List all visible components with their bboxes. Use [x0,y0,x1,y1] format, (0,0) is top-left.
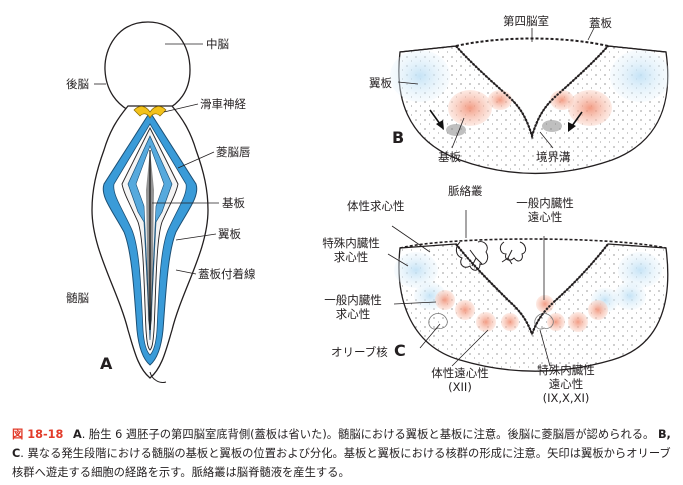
panel-c-section [387,210,669,372]
label-alar-plate-b: 翼板 [369,76,392,90]
label-roof-plate: 蓋板 [589,16,612,30]
label-choroid-plexus: 脈絡叢 [448,184,483,198]
panel-label-a: A [100,354,113,373]
caption-panel-a-ref: A [72,428,82,441]
label-basal-plate-a: 基板 [222,196,245,210]
olive-nucleus [428,313,448,330]
gva-line1: 一般内臓性 [324,293,382,307]
midbrain-shape [104,21,191,111]
figure-number: 図 18-18 [12,428,64,441]
sva-line1: 特殊内臓性 [322,236,380,250]
sva-line2: 求心性 [333,250,369,264]
gve-line1: 一般内臓性 [516,196,574,210]
panel-b-section [390,27,670,175]
label-somatic-efferent: 体性遠心性 (XII) [420,366,500,394]
label-fourth-ventricle: 第四脳室 [503,14,549,28]
choroid-plexus [455,241,527,271]
caption-panel-bc-text: . 異なる発生段階における髄脳の基板と翼板の位置および分化。基板と翼板における核… [12,447,671,479]
label-midbrain: 中脳 [206,37,229,51]
panel-label-c: C [394,341,406,360]
label-alar-plate-a: 翼板 [218,227,241,241]
se-line1: 体性遠心性 [431,366,489,380]
caption-panel-a-text: . 胎生 6 週胚子の第四脳室底背側(蓋板は省いた)。髄脳における翼板と基板に注… [81,428,655,441]
figure-drawing [91,21,670,383]
sve-line1: 特殊内臓性 [537,363,595,377]
label-olive: オリーブ核 [331,345,388,359]
sve-line2: 遠心性 [548,377,584,391]
label-roof-attachment: 蓋板付着線 [198,267,256,281]
gva-line2: 求心性 [335,307,371,321]
figure-area: 中脳 後脳 滑車神経 菱脳唇 基板 翼板 蓋板付着線 髄脳 A 第四脳室 蓋板 … [66,14,670,405]
label-rhombic-lip: 菱脳唇 [216,145,251,159]
panel-a-embryo [91,21,219,383]
label-hindbrain: 後脳 [66,77,89,91]
panel-label-b: B [392,128,405,147]
label-special-visceral-afferent: 特殊内臓性 求心性 [316,236,386,264]
sve-line3: (IX,X,XI) [542,391,590,405]
caption-panel-bc-ref: B, C [12,428,671,460]
gve-line2: 遠心性 [527,210,563,224]
label-somatic-afferent: 体性求心性 [347,199,405,213]
trochlear-nerve [133,106,167,119]
label-basal-plate-b: 基板 [438,150,461,164]
label-trochlear-nerve: 滑車神経 [200,97,246,111]
label-general-visceral-afferent: 一般内臓性 求心性 [318,293,388,321]
label-special-visceral-efferent: 特殊内臓性 遠心性 (IX,X,XI) [526,363,606,405]
panel-c-outline [398,243,669,372]
label-myelencephalon: 髄脳 [66,291,89,305]
label-general-visceral-efferent: 一般内臓性 遠心性 [510,196,580,224]
label-sulcus-limitans: 境界溝 [536,150,571,164]
se-line2: (XII) [448,380,472,394]
figure-caption: 図 18-18 A. 胎生 6 週胚子の第四脳室底背側(蓋板は省いた)。髄脳にお… [12,425,672,482]
